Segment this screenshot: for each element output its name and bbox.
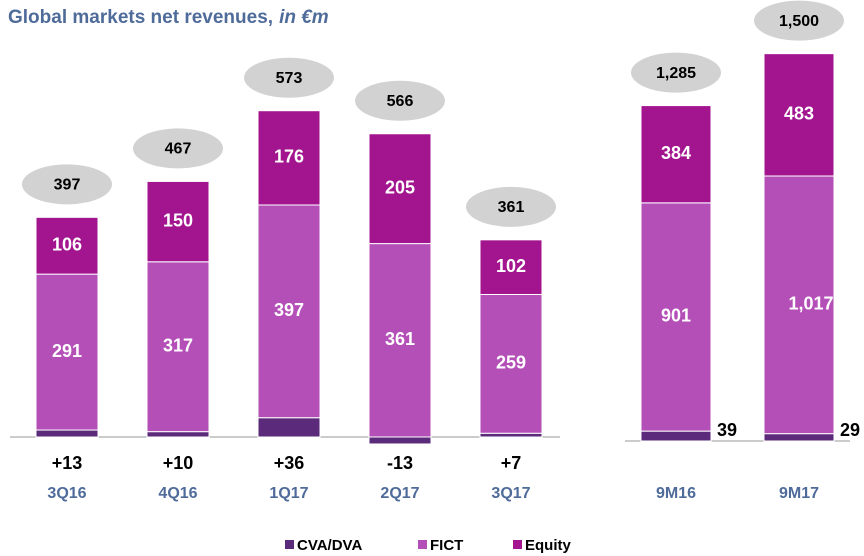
total-label: 467: [165, 141, 192, 158]
bar-segment: [257, 204, 321, 419]
cva-label: 39: [717, 420, 737, 440]
total-label: 566: [387, 93, 414, 110]
total-label: 397: [54, 177, 81, 194]
bar-segment: [640, 105, 712, 204]
segment-label: 150: [163, 210, 193, 230]
chart-title: Global markets net revenues, in €m: [8, 7, 329, 28]
total-bubble: [133, 128, 223, 169]
bar-segment: [763, 53, 835, 177]
cva-label: +13: [52, 453, 83, 473]
bar-segment: [146, 180, 210, 263]
segment-label: 291: [52, 341, 82, 361]
segment-label: 106: [52, 234, 82, 254]
segment-label: 901: [661, 306, 691, 326]
cva-label: 29: [840, 420, 860, 440]
segment-label: 384: [661, 143, 691, 163]
bar-segment: [257, 417, 321, 438]
total-label: 361: [498, 199, 525, 216]
cva-label: +36: [274, 453, 305, 473]
segment-label: 317: [163, 335, 193, 355]
bar-segment: [763, 433, 835, 442]
bar-segment: [35, 429, 99, 438]
legend-swatch: [285, 540, 294, 549]
segment-label: 176: [274, 147, 304, 167]
bar-segment: [368, 133, 432, 245]
bar-segment: [35, 273, 99, 431]
bar-segment: [763, 175, 835, 435]
total-bubble: [754, 0, 844, 41]
bar-segment: [35, 216, 99, 275]
legend-label: Equity: [525, 537, 571, 554]
title: Global markets net revenues,: [8, 7, 273, 28]
bar-segment: [146, 431, 210, 438]
total-bubble: [244, 57, 334, 98]
category-label: 4Q16: [158, 485, 197, 502]
cva-label: -13: [387, 453, 413, 473]
total-label: 1,285: [656, 65, 696, 82]
bar-segment: [257, 110, 321, 206]
category-label: 3Q16: [47, 485, 86, 502]
subtitle: in €m: [279, 7, 329, 28]
segment-label: 102: [496, 256, 526, 276]
cva-label: +7: [501, 453, 522, 473]
total-bubble: [355, 80, 445, 121]
segment-label: 361: [385, 329, 415, 349]
legend-label: CVA/DVA: [297, 537, 362, 554]
bar-segment: [368, 436, 432, 445]
bar-segment: [368, 243, 432, 438]
total-bubble: [631, 52, 721, 93]
bar-segment: [479, 239, 543, 295]
bar-segment: [479, 293, 543, 434]
category-label: 9M16: [656, 485, 696, 502]
bar-segment: [640, 202, 712, 432]
category-label: 9M17: [779, 485, 819, 502]
bar-segment: [146, 261, 210, 433]
legend-swatch: [418, 540, 427, 549]
segment-label: 205: [385, 177, 415, 197]
legend-label: FICT: [430, 537, 463, 554]
bar-segment: [479, 432, 543, 438]
legend-swatch: [513, 540, 522, 549]
segment-label: 1,017: [788, 294, 833, 314]
bar-segment: [640, 430, 712, 442]
segment-label: 397: [274, 300, 304, 320]
category-label: 3Q17: [491, 485, 530, 502]
segment-label: 259: [496, 353, 526, 373]
total-bubble: [466, 186, 556, 227]
total-bubble: [22, 164, 112, 205]
total-label: 573: [276, 70, 303, 87]
category-label: 1Q17: [269, 485, 308, 502]
total-label: 1,500: [779, 13, 819, 30]
category-label: 2Q17: [380, 485, 419, 502]
segment-label: 483: [784, 104, 814, 124]
cva-label: +10: [163, 453, 194, 473]
